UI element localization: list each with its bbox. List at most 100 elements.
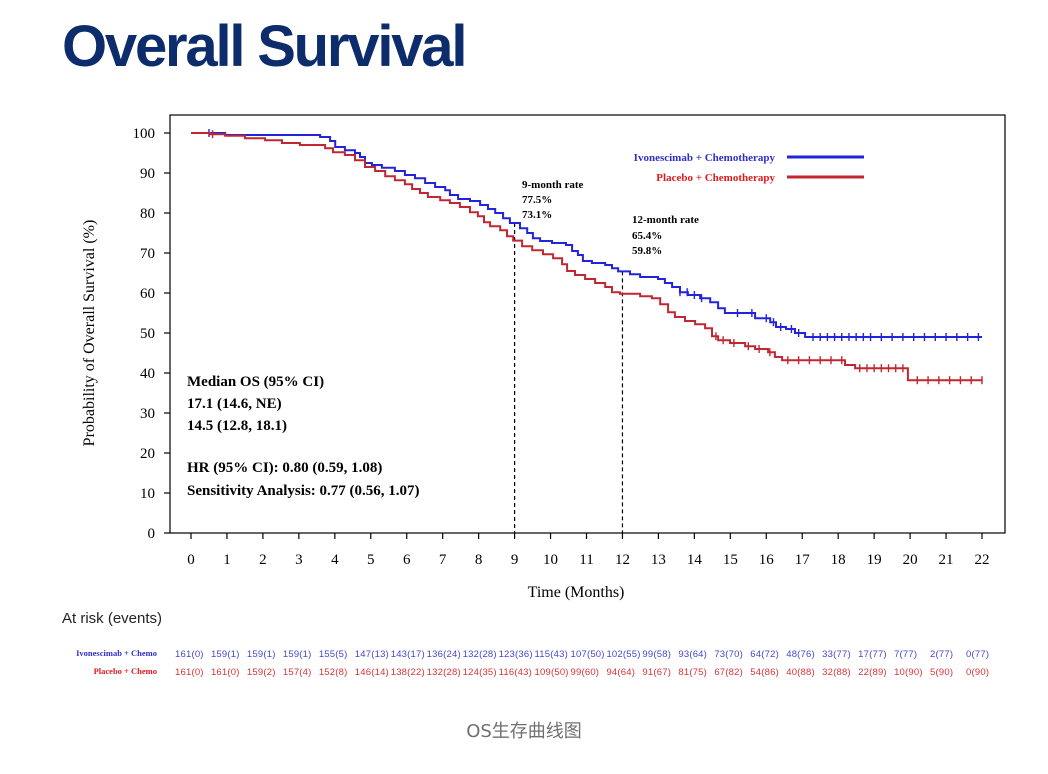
x-tick-label: 13 bbox=[651, 552, 666, 568]
y-tick-label: 80 bbox=[140, 206, 155, 222]
at-risk-value: 81(75) bbox=[678, 667, 707, 678]
at-risk-value: 116(43) bbox=[499, 667, 532, 678]
median-os-ivonescimab: 17.1 (14.6, NE) bbox=[187, 396, 282, 412]
at-risk-value: 161(0) bbox=[175, 667, 204, 678]
sensitivity-analysis: Sensitivity Analysis: 0.77 (0.56, 1.07) bbox=[187, 483, 420, 499]
at-risk-value: 64(72) bbox=[750, 649, 779, 660]
at-risk-value: 124(35) bbox=[463, 667, 497, 678]
twelve-month-red-rate: 59.8% bbox=[632, 245, 662, 257]
plot-frame bbox=[169, 114, 1006, 534]
at-risk-value: 17(77) bbox=[858, 649, 887, 660]
hazard-ratio: HR (95% CI): 0.80 (0.59, 1.08) bbox=[187, 460, 382, 476]
at-risk-value: 99(60) bbox=[571, 667, 600, 678]
legend-label-placebo: Placebo + Chemotherapy bbox=[656, 172, 775, 184]
at-risk-value: 132(28) bbox=[463, 649, 497, 660]
at-risk-value: 22(89) bbox=[858, 667, 887, 678]
at-risk-value: 157(4) bbox=[283, 667, 312, 678]
twelve-month-annotation: 12-month rate 65.4% 59.8% bbox=[632, 214, 699, 257]
median-os-heading: Median OS (95% CI) bbox=[187, 374, 324, 390]
landmark-guides bbox=[513, 223, 624, 533]
median-os-placebo: 14.5 (12.8, 18.1) bbox=[187, 418, 287, 434]
x-tick-label: 8 bbox=[475, 552, 483, 568]
at-risk-value: 94(64) bbox=[606, 667, 635, 678]
x-tick-label: 5 bbox=[367, 552, 375, 568]
x-tick-label: 7 bbox=[439, 552, 447, 568]
x-tick-label: 19 bbox=[867, 552, 882, 568]
nine-month-label: 9-month rate bbox=[522, 179, 584, 191]
statistics-box: Median OS (95% CI) 17.1 (14.6, NE) 14.5 … bbox=[187, 374, 420, 499]
at-risk-value: 159(2) bbox=[247, 667, 276, 678]
at-risk-value: 67(82) bbox=[714, 667, 743, 678]
y-axis-label: Probability of Overall Survival (%) bbox=[81, 220, 98, 447]
at-risk-value: 99(58) bbox=[642, 649, 671, 660]
x-tick-label: 6 bbox=[403, 552, 411, 568]
at-risk-value: 93(64) bbox=[678, 649, 707, 660]
axis-ticks: 0 1 2 3 4 5 6 7 8 9 10 11 12 13 14 15 16 17 18 19 20 21 220102… bbox=[133, 126, 990, 568]
at-risk-value: 33(77) bbox=[822, 649, 851, 660]
at-risk-value: 7(77) bbox=[894, 649, 917, 660]
at-risk-values: 161(0) 159(1) 159(1) 159(1) 155(5) 147(13) 143… bbox=[175, 649, 989, 678]
y-tick-label: 60 bbox=[140, 286, 155, 302]
x-tick-label: 2 bbox=[259, 552, 267, 568]
at-risk-value: 107(50) bbox=[571, 649, 605, 660]
x-tick-label: 1 bbox=[223, 552, 231, 568]
x-tick-label: 14 bbox=[687, 552, 703, 568]
at-risk-value: 146(14) bbox=[355, 667, 389, 678]
at-risk-row-ivonescimab: 161(0) 159(1) 159(1) 159(1) 155(5) 147(13) 143… bbox=[175, 649, 989, 660]
at-risk-value: 91(67) bbox=[642, 667, 671, 678]
at-risk-value: 138(22) bbox=[391, 667, 425, 678]
at-risk-value: 161(0) bbox=[175, 649, 204, 660]
y-tick-label: 50 bbox=[140, 326, 155, 342]
legend: Ivonescimab + Chemotherapy Placebo + Che… bbox=[634, 152, 864, 184]
at-risk-value: 5(90) bbox=[930, 667, 953, 678]
figure-caption: OS生存曲线图 bbox=[466, 721, 582, 742]
x-tick-label: 11 bbox=[579, 552, 593, 568]
y-tick-label: 70 bbox=[140, 246, 155, 262]
y-tick-label: 20 bbox=[140, 446, 155, 462]
at-risk-table: At risk (events) Ivonescimab + Chemo Pla… bbox=[62, 610, 989, 678]
at-risk-value: 159(1) bbox=[283, 649, 312, 660]
at-risk-label-placebo: Placebo + Chemo bbox=[94, 666, 157, 676]
y-tick-label: 10 bbox=[140, 486, 155, 502]
y-tick-label: 30 bbox=[140, 406, 155, 422]
at-risk-label-ivonescimab: Ivonescimab + Chemo bbox=[76, 648, 157, 658]
at-risk-value: 152(8) bbox=[319, 667, 348, 678]
at-risk-value: 159(1) bbox=[211, 649, 240, 660]
at-risk-value: 40(88) bbox=[786, 667, 815, 678]
at-risk-value: 136(24) bbox=[427, 649, 461, 660]
x-tick-label: 3 bbox=[295, 552, 303, 568]
y-tick-label: 100 bbox=[133, 126, 156, 142]
at-risk-value: 32(88) bbox=[822, 667, 851, 678]
page-title: Overall Survival bbox=[62, 14, 465, 79]
legend-label-ivonescimab: Ivonescimab + Chemotherapy bbox=[634, 152, 776, 164]
at-risk-value: 73(70) bbox=[714, 649, 743, 660]
km-curve-ivonescimab bbox=[191, 132, 982, 338]
at-risk-value: 109(50) bbox=[535, 667, 569, 678]
series-placebo bbox=[191, 130, 983, 385]
x-tick-label: 12 bbox=[615, 552, 630, 568]
at-risk-value: 102(55) bbox=[606, 649, 640, 660]
at-risk-value: 132(28) bbox=[427, 667, 461, 678]
at-risk-value: 0(90) bbox=[966, 667, 989, 678]
x-tick-label: 17 bbox=[795, 552, 811, 568]
at-risk-value: 2(77) bbox=[930, 649, 953, 660]
y-tick-label: 0 bbox=[148, 526, 156, 542]
nine-month-blue-rate: 77.5% bbox=[522, 194, 552, 206]
km-curve-placebo bbox=[191, 132, 982, 382]
x-tick-label: 0 bbox=[187, 552, 195, 568]
nine-month-red-rate: 73.1% bbox=[522, 209, 552, 221]
x-axis-label: Time (Months) bbox=[528, 584, 625, 601]
x-tick-label: 15 bbox=[723, 552, 738, 568]
twelve-month-label: 12-month rate bbox=[632, 214, 699, 226]
y-tick-label: 40 bbox=[140, 366, 155, 382]
x-tick-label: 10 bbox=[543, 552, 558, 568]
x-tick-label: 4 bbox=[331, 552, 339, 568]
x-tick-label: 20 bbox=[903, 552, 918, 568]
at-risk-value: 115(43) bbox=[535, 649, 568, 660]
at-risk-value: 0(77) bbox=[966, 649, 989, 660]
series-ivonescimab bbox=[191, 129, 982, 341]
y-tick-label: 90 bbox=[140, 166, 155, 182]
at-risk-value: 123(36) bbox=[499, 649, 533, 660]
x-tick-label: 22 bbox=[975, 552, 990, 568]
